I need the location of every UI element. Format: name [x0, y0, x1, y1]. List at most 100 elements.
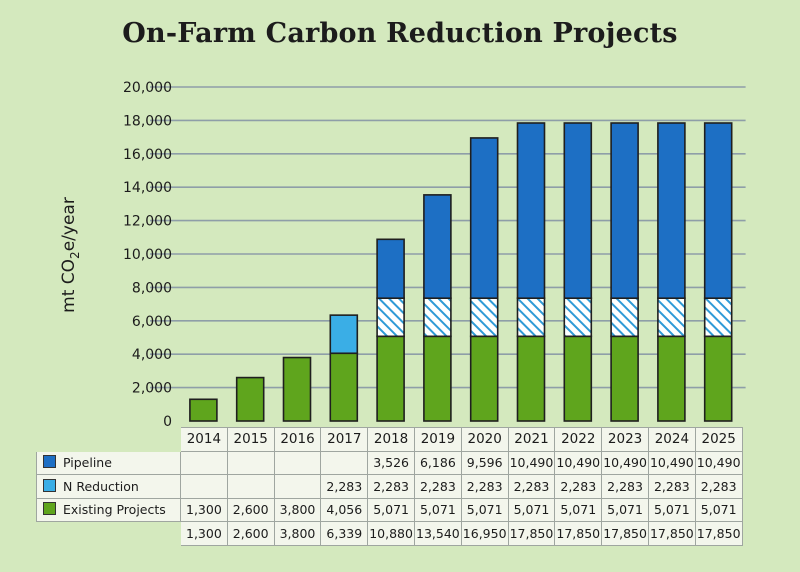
- table-cell: 2,283: [601, 474, 649, 499]
- table-cell: [320, 450, 369, 475]
- bar-existing-projects-2022: [563, 335, 593, 422]
- table-cell: [180, 450, 228, 475]
- bar-existing-projects-2023: [610, 335, 639, 422]
- table-cell: 10,490: [601, 450, 649, 475]
- bar-existing-projects-2018: [376, 335, 405, 422]
- bar-pipeline-2022: [563, 122, 593, 299]
- table-cell: 5,071: [460, 497, 509, 522]
- y-tick-label: 12,000: [123, 214, 172, 230]
- table-cell: 10,490: [554, 450, 603, 475]
- y-tick-label: 18,000: [123, 113, 172, 129]
- x-tick-label: 2025: [694, 427, 743, 452]
- table-corner: [36, 427, 181, 451]
- legend-swatch: [43, 502, 56, 516]
- x-tick-label: 2018: [367, 427, 415, 452]
- table-cell: 10,490: [647, 450, 696, 475]
- bar-pipeline-2018: [376, 238, 405, 299]
- total-value: 17,850: [647, 521, 696, 546]
- bar-n-reduction-2020: [469, 297, 499, 338]
- table-cell: [273, 474, 322, 499]
- bar-n-reduction-2017: [329, 314, 359, 355]
- table-cell: [273, 450, 322, 475]
- legend-entry: Existing Projects: [36, 497, 181, 522]
- table-header-row: 2014 2015 2016 2017 2018 2019 2020 2021 2022 2023…: [36, 427, 743, 452]
- bar-existing-projects-2025: [703, 335, 733, 422]
- y-tick-label: 6,000: [132, 314, 172, 330]
- table-cell: 2,283: [554, 474, 603, 499]
- legend-label: Existing Projects: [63, 502, 166, 518]
- total-value: 6,339: [320, 521, 369, 546]
- y-tick-label: 2,000: [132, 381, 172, 397]
- table-cell: 5,071: [554, 497, 603, 522]
- bar-existing-projects-2020: [469, 335, 499, 422]
- data-table: 2014 2015 2016 2017 2018 2019 2020 2021 2022 2023…: [36, 427, 743, 546]
- table-cell: 5,071: [413, 497, 462, 522]
- table-cell: 2,283: [320, 474, 369, 499]
- table-totals-row: 1,300 2,600 3,800 6,339 10,880 13,540 16,950 17…: [36, 521, 743, 546]
- bar-pipeline-2019: [423, 194, 452, 299]
- x-tick-label: 2016: [273, 427, 322, 452]
- table-cell: 2,283: [507, 474, 556, 499]
- y-tick-label: 10,000: [123, 247, 172, 263]
- legend-swatch: [43, 478, 56, 492]
- bar-n-reduction-2021: [516, 297, 546, 338]
- legend-entry: Pipeline: [36, 450, 181, 475]
- total-value: 17,850: [554, 521, 603, 546]
- table-row: Existing Projects 1,300 2,600 3,800 4,056 5,0…: [36, 497, 743, 522]
- y-tick-label: 4,000: [132, 347, 172, 363]
- legend-swatch: [43, 455, 56, 469]
- y-tick-label: 20,000: [123, 80, 172, 96]
- table-row: N Reduction 2,283 2,283 2,283 2,283 2,283 2,28…: [36, 474, 743, 499]
- x-tick-label: 2023: [601, 427, 649, 452]
- y-tick-label: 14,000: [123, 180, 172, 196]
- bar-n-reduction-2022: [563, 297, 593, 338]
- bar-n-reduction-2025: [703, 297, 733, 338]
- table-cell: 2,283: [413, 474, 462, 499]
- x-tick-label: 2024: [647, 427, 696, 452]
- total-value: 13,540: [413, 521, 462, 546]
- bar-existing-projects-2014: [189, 398, 218, 422]
- x-tick-label: 2014: [180, 427, 228, 452]
- bar-n-reduction-2024: [657, 297, 686, 338]
- total-value: 3,800: [273, 521, 322, 546]
- table-cell: 5,071: [507, 497, 556, 522]
- total-value: 2,600: [226, 521, 275, 546]
- table-cell: 9,596: [460, 450, 509, 475]
- bar-pipeline-2024: [657, 122, 686, 299]
- bar-pipeline-2020: [469, 137, 499, 299]
- bar-n-reduction-2018: [376, 297, 405, 338]
- y-axis-label: mt CO2e/year: [59, 197, 82, 313]
- y-tick-label: 0: [163, 414, 172, 430]
- total-value: 16,950: [460, 521, 509, 546]
- chart-title: On-Farm Carbon Reduction Projects: [122, 18, 678, 49]
- table-cell: 3,526: [367, 450, 415, 475]
- legend-label: N Reduction: [63, 478, 139, 494]
- table-cell: 2,283: [647, 474, 696, 499]
- table-cell: 3,800: [273, 497, 322, 522]
- bar-pipeline-2023: [610, 122, 639, 299]
- table-cell: 5,071: [367, 497, 415, 522]
- bar-pipeline-2021: [516, 122, 546, 299]
- total-value: 17,850: [601, 521, 649, 546]
- table-cell: 2,283: [460, 474, 509, 499]
- total-value: 1,300: [180, 521, 228, 546]
- table-cell: 2,600: [226, 497, 275, 522]
- bar-n-reduction-2023: [610, 297, 639, 338]
- x-tick-label: 2017: [320, 427, 369, 452]
- legend-entry: N Reduction: [36, 474, 181, 499]
- table-cell: [180, 474, 228, 499]
- bar-existing-projects-2015: [235, 376, 265, 422]
- table-cell: 1,300: [180, 497, 228, 522]
- legend-label: Pipeline: [63, 455, 112, 471]
- table-cell: 5,071: [694, 497, 743, 522]
- bar-existing-projects-2017: [329, 352, 359, 422]
- bar-existing-projects-2021: [516, 335, 546, 422]
- y-tick-label: 16,000: [123, 147, 172, 163]
- table-cell: 4,056: [320, 497, 369, 522]
- bar-existing-projects-2019: [423, 335, 452, 422]
- table-cell: 10,490: [507, 450, 556, 475]
- total-value: 10,880: [367, 521, 415, 546]
- table-cell: [226, 450, 275, 475]
- bar-existing-projects-2016: [282, 356, 312, 422]
